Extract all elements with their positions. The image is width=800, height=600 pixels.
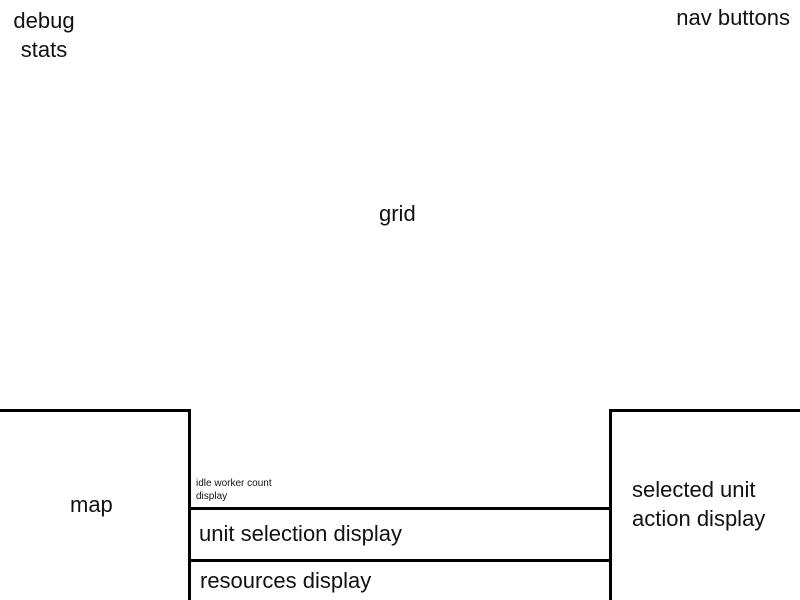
resources-panel: resources display (188, 559, 612, 600)
map-label: map (70, 492, 113, 517)
grid-label: grid (379, 201, 416, 226)
selected-unit-action-label: selected unit action display (632, 477, 766, 531)
idle-worker-count-label: idle worker count display (196, 478, 272, 502)
unit-selection-panel: unit selection display (188, 507, 612, 562)
map-panel: map (0, 409, 191, 600)
resources-label: resources display (200, 568, 372, 593)
debug-stats-label: debug stats (13, 8, 75, 62)
selected-unit-action-panel: selected unit action display (609, 409, 800, 600)
nav-buttons-label: nav buttons (676, 5, 790, 30)
unit-selection-label: unit selection display (199, 521, 403, 546)
